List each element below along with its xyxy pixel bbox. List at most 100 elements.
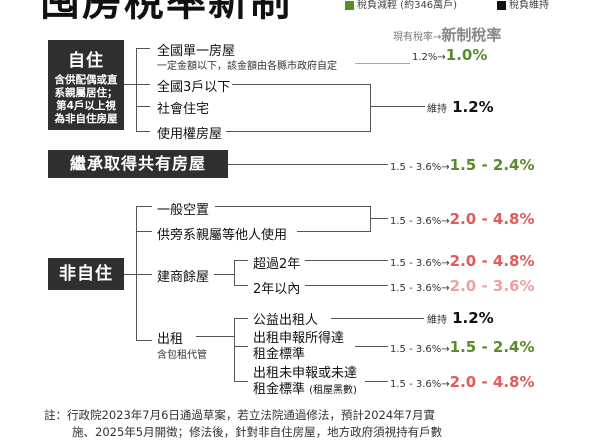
legend-green: 稅負減輕 (約346萬戶) <box>345 0 457 11</box>
builder-over2-rate: 1.5 - 3.6%→2.0 - 4.8% <box>390 251 535 270</box>
connector <box>234 285 248 286</box>
rate-new: 1.5 - 2.4% <box>449 156 535 174</box>
connector <box>196 336 234 337</box>
rate-arrow: → <box>437 52 446 63</box>
declared-label-line: 出租申報所得達 <box>253 331 345 346</box>
rate-new: 1.2% <box>452 98 494 116</box>
non-self-title: 非自住 <box>59 264 113 284</box>
rate-old: 1.5 - 3.6% <box>390 216 442 227</box>
rate-new: 1.2% <box>452 309 494 327</box>
rate-new: 1.0% <box>445 46 488 64</box>
declared-label: 出租申報所得達 租金標準 <box>253 331 344 363</box>
rate-old: 維持 <box>427 104 447 115</box>
connector <box>228 164 388 165</box>
rate-arrow: → <box>441 162 450 173</box>
undeclared-label: 出租未申報或未達 租金標準 (租屋黑數) <box>253 366 357 399</box>
rate-header: 現有稅率→新制稅率 <box>393 24 501 45</box>
connector <box>124 84 136 85</box>
public-landlord-label: 公益出租人 <box>253 313 319 328</box>
inherit-rate: 1.5 - 3.6%→1.5 - 2.4% <box>390 155 535 174</box>
self-use-title: 自住 <box>68 51 104 71</box>
connector <box>136 84 150 85</box>
rate-arrow: → <box>441 344 450 355</box>
connector <box>297 231 370 232</box>
rate-old: 1.5 - 3.6% <box>390 283 442 294</box>
connector <box>232 84 370 85</box>
connector <box>136 106 150 107</box>
connector <box>226 131 370 132</box>
footnote-line-2: 施、2025年5月開徵；修法後，針對非自住房屋，地方政府須視持有戶數 <box>72 425 443 439</box>
undeclared-rate: 1.5 - 3.6%→2.0 - 4.8% <box>390 372 535 391</box>
rate-new: 2.0 - 3.6% <box>449 277 535 295</box>
rental-label: 出租 <box>157 332 184 347</box>
connector <box>234 260 235 286</box>
connector <box>370 106 425 107</box>
page-title: 囤房稅率新制 <box>40 0 292 25</box>
legend-green-label: 稅負減輕 (約346萬戶) <box>357 0 458 11</box>
rate-new: 2.0 - 4.8% <box>449 373 535 391</box>
connector <box>234 318 248 319</box>
rate-arrow: → <box>441 283 450 294</box>
footnote-line-1: 註：行政院2023年7月6日通過草案，若立法院通過修法，預計2024年7月實 <box>44 408 435 422</box>
self-single-house-sub: 一定金額以下，該金額由各縣市政府自定 <box>157 61 337 72</box>
vacant-label: 一般空置 <box>157 203 210 218</box>
legend-green-swatch <box>345 0 354 10</box>
rate-old: 1.2% <box>412 52 438 63</box>
public-landlord-rate: 維持 1.2% <box>427 308 494 327</box>
self-social-housing-label: 社會住宅 <box>157 102 210 117</box>
legend-black-label: 稅負維持 <box>509 0 549 11</box>
self-use-category: 自住 含供配偶或直 系親屬居住； 第4戶以上視 為非自住房屋 <box>48 40 124 130</box>
connector <box>305 260 388 261</box>
connector <box>365 381 388 382</box>
inherit-title: 繼承取得共有房屋 <box>69 154 206 173</box>
builder-over2-label: 超過2年 <box>253 257 301 272</box>
legend-black-swatch <box>497 0 506 10</box>
declared-rate: 1.5 - 3.6%→1.5 - 2.4% <box>390 337 535 356</box>
header-new-label: 新制稅率 <box>441 26 502 44</box>
rate-new: 1.5 - 2.4% <box>449 338 535 356</box>
rate-old: 維持 <box>427 315 447 326</box>
rate-new: 2.0 - 4.8% <box>449 252 535 270</box>
self-use-note-line: 第4戶以上視 <box>56 100 116 112</box>
self-use-note: 含供配偶或直 系親屬居住； 第4戶以上視 為非自住房屋 <box>48 74 124 126</box>
connector <box>355 346 388 347</box>
connector <box>370 206 371 232</box>
connector <box>136 274 152 275</box>
connector <box>215 206 370 207</box>
connector <box>136 340 152 341</box>
connector <box>234 381 248 382</box>
connector <box>234 260 248 261</box>
connector <box>370 84 371 132</box>
connector <box>136 206 152 207</box>
connector <box>370 218 388 219</box>
connector <box>136 231 152 232</box>
connector <box>305 285 388 286</box>
rental-sub: 含包租代管 <box>157 350 207 361</box>
declared-label-line: 租金標準 <box>253 347 306 362</box>
connector <box>355 63 410 64</box>
connector <box>234 346 248 347</box>
rate-arrow: → <box>441 216 450 227</box>
rate-new: 2.0 - 4.8% <box>449 210 535 228</box>
self-single-house-label: 全國單一房屋 <box>157 44 236 59</box>
connector <box>136 48 150 49</box>
vacant-rate: 1.5 - 3.6%→2.0 - 4.8% <box>390 209 535 228</box>
self-single-house-rate: 1.2%→1.0% <box>412 45 487 64</box>
undeclared-label-line: 出租未申報或未達 <box>253 366 358 381</box>
self-use-note-line: 含供配偶或直 <box>54 74 118 86</box>
undeclared-label-line: 租金標準 (租屋黑數) <box>253 382 357 399</box>
connector <box>124 274 136 275</box>
self-group-rate: 維持 1.2% <box>427 97 494 116</box>
rate-old: 1.5 - 3.6% <box>390 258 442 269</box>
builder-within2-rate: 1.5 - 3.6%→2.0 - 3.6% <box>390 276 535 295</box>
rate-arrow: → <box>441 258 450 269</box>
undeclared-label-sub: (租屋黑數) <box>309 385 357 396</box>
connector <box>331 318 424 319</box>
self-3-houses-label: 全國3戶以下 <box>157 80 231 95</box>
header-old-label: 現有稅率→ <box>393 32 442 43</box>
inherit-category: 繼承取得共有房屋 <box>48 150 228 178</box>
self-use-note-line: 系親屬居住； <box>54 87 118 99</box>
undeclared-label-line2: 租金標準 <box>253 382 306 397</box>
non-self-category: 非自住 <box>48 258 124 290</box>
self-use-note-line: 為非自住房屋 <box>54 113 118 125</box>
